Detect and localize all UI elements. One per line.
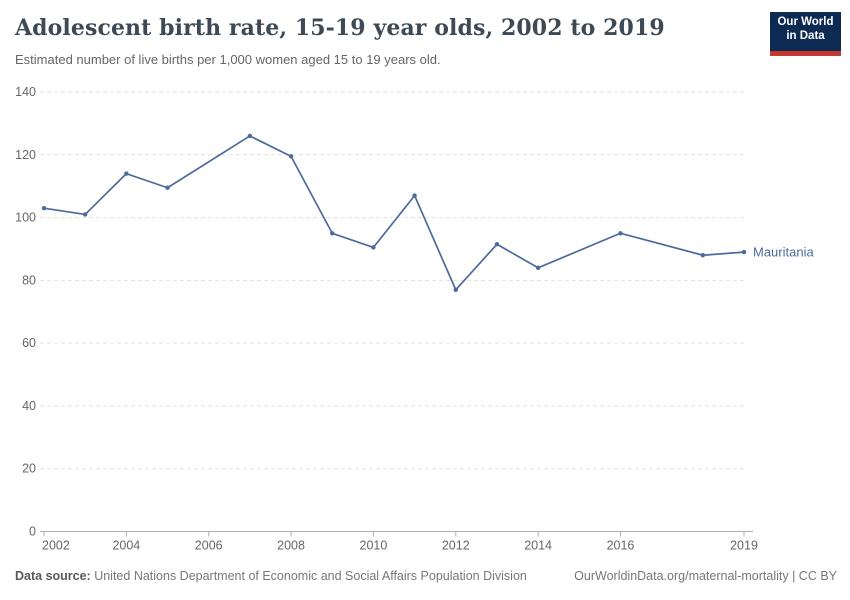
data-point <box>247 133 253 139</box>
data-source-label: Data source: <box>15 569 91 583</box>
x-axis-tick-label: 2008 <box>277 539 305 553</box>
data-point <box>41 205 47 211</box>
y-axis-tick-label: 140 <box>15 85 36 99</box>
x-axis-tick-label: 2006 <box>195 539 223 553</box>
x-axis-tick-label: 2019 <box>730 539 758 553</box>
data-point <box>371 245 376 250</box>
y-axis-tick-label: 40 <box>22 399 36 413</box>
entity-label: Mauritania <box>753 245 814 260</box>
y-axis-tick-label: 120 <box>15 148 36 162</box>
x-axis-tick-label: 2014 <box>524 539 552 553</box>
x-axis-tick-label: 2010 <box>360 539 388 553</box>
data-point <box>535 265 541 270</box>
logo-line-1: Our World <box>777 16 834 28</box>
y-axis-tick-label: 20 <box>22 462 36 476</box>
x-axis-tick-label: 2016 <box>607 539 635 553</box>
data-point <box>700 253 706 258</box>
data-point <box>330 231 335 236</box>
page-title: Adolescent birth rate, 15-19 year olds, … <box>15 15 665 41</box>
y-axis-tick-label: 80 <box>22 273 36 287</box>
chart-subtitle: Estimated number of live births per 1,00… <box>15 52 441 67</box>
y-axis-tick-label: 0 <box>29 525 36 539</box>
data-source-text: United Nations Department of Economic an… <box>90 569 527 583</box>
data-point <box>165 185 170 190</box>
data-source-note: Data source: United Nations Department o… <box>15 569 527 583</box>
data-point <box>494 242 500 247</box>
data-point <box>618 231 623 236</box>
logo-line-2: in Data <box>786 29 825 42</box>
data-point <box>82 212 88 217</box>
data-point <box>453 287 458 292</box>
data-point <box>412 193 417 198</box>
data-point <box>288 154 294 159</box>
y-axis-tick-label: 100 <box>15 211 36 225</box>
data-line <box>43 135 745 291</box>
chart-footer: Data source: United Nations Department o… <box>15 569 837 583</box>
x-axis-tick-label: 2004 <box>112 539 140 553</box>
data-point <box>124 171 129 176</box>
owid-citation-link[interactable]: OurWorldinData.org/maternal-mortality | … <box>574 569 837 583</box>
data-point <box>741 249 747 255</box>
y-axis-tick-label: 60 <box>22 336 36 350</box>
x-axis-tick-label: 2012 <box>442 539 470 553</box>
x-axis-tick-label: 2002 <box>42 539 70 553</box>
owid-logo[interactable]: Our World in Data <box>770 12 841 56</box>
